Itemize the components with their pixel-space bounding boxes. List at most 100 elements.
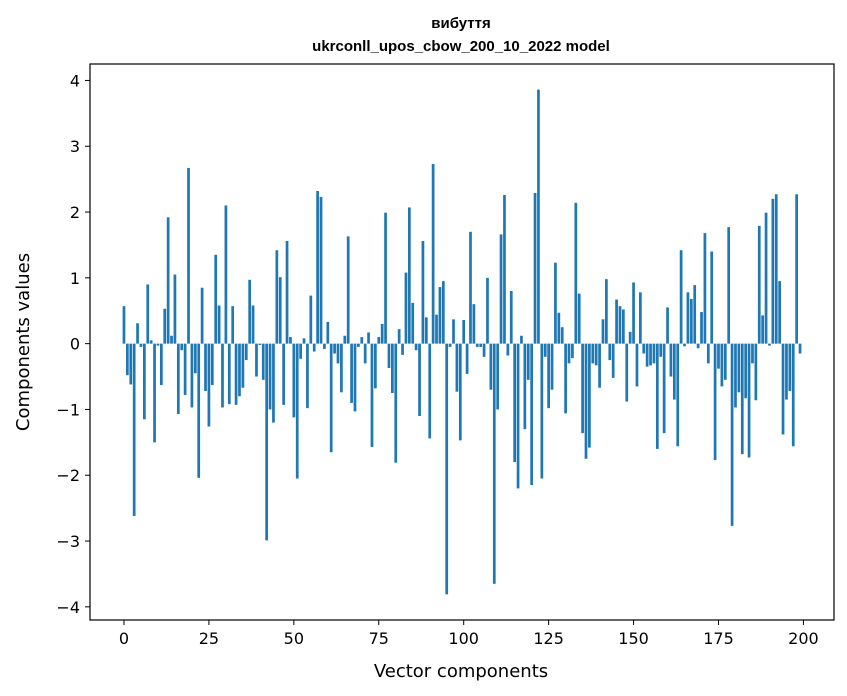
bar-61 xyxy=(329,343,333,453)
bar-192 xyxy=(774,194,778,344)
y-tick-label: 0 xyxy=(70,335,80,354)
bar-113 xyxy=(506,343,510,356)
bar-116 xyxy=(516,343,520,489)
bar-83 xyxy=(404,272,408,344)
bar-18 xyxy=(183,343,187,395)
bar-128 xyxy=(557,312,561,344)
bar-47 xyxy=(282,343,285,405)
bar-69 xyxy=(357,343,360,347)
bar-105 xyxy=(479,343,483,347)
bar-178 xyxy=(727,227,731,344)
bar-132 xyxy=(571,343,574,359)
bar-184 xyxy=(747,343,751,458)
bar-15 xyxy=(173,274,177,344)
bar-180 xyxy=(734,343,737,408)
bar-23 xyxy=(200,287,204,344)
bar-187 xyxy=(757,225,761,344)
bar-90 xyxy=(428,343,432,439)
bar-17 xyxy=(180,343,184,351)
bar-161 xyxy=(669,343,673,377)
bar-62 xyxy=(333,343,336,354)
bar-140 xyxy=(598,343,601,388)
bar-126 xyxy=(550,343,554,390)
bar-177 xyxy=(723,343,727,380)
bar-144 xyxy=(611,343,615,378)
bar-81 xyxy=(397,329,401,344)
y-tick-label: 3 xyxy=(70,137,80,156)
bar-4 xyxy=(136,323,139,344)
x-axis-label: Vector components xyxy=(374,661,548,682)
bar-96 xyxy=(448,343,452,347)
bar-186 xyxy=(754,343,758,401)
bar-115 xyxy=(513,343,517,463)
y-tick-label: 1 xyxy=(70,269,80,288)
bar-37 xyxy=(248,279,252,344)
bar-150 xyxy=(632,282,635,344)
bar-25 xyxy=(207,343,211,427)
bar-159 xyxy=(662,343,666,434)
bar-82 xyxy=(401,343,404,355)
bar-74 xyxy=(374,343,377,389)
bar-134 xyxy=(577,293,581,344)
bar-33 xyxy=(234,343,238,405)
x-tick-label: 150 xyxy=(618,629,649,648)
bar-22 xyxy=(197,343,201,478)
bar-141 xyxy=(601,319,605,344)
bar-188 xyxy=(761,315,765,344)
bar-146 xyxy=(618,306,622,344)
bar-41 xyxy=(261,343,265,380)
bar-5 xyxy=(139,343,143,347)
bar-52 xyxy=(299,343,302,359)
bar-101 xyxy=(465,343,469,374)
bar-102 xyxy=(469,231,472,344)
bar-7 xyxy=(146,284,150,344)
bar-130 xyxy=(564,343,567,414)
bar-88 xyxy=(421,241,425,344)
bar-2 xyxy=(129,343,133,385)
x-tick-label: 0 xyxy=(119,629,129,648)
bar-194 xyxy=(781,343,785,435)
bar-107 xyxy=(486,277,489,344)
bar-60 xyxy=(326,321,330,344)
x-axis-ticks: 0 25 50 75 100 125 150 175 200 xyxy=(119,620,819,648)
bar-13 xyxy=(166,217,170,344)
bar-156 xyxy=(652,343,656,364)
bar-120 xyxy=(530,343,533,486)
bar-103 xyxy=(472,304,476,344)
bar-80 xyxy=(394,343,398,463)
x-tick-label: 175 xyxy=(703,629,734,648)
bar-100 xyxy=(462,319,466,344)
y-tick-label: −1 xyxy=(56,400,80,419)
bar-122 xyxy=(537,89,540,344)
bar-163 xyxy=(676,343,680,447)
bar-87 xyxy=(418,343,421,417)
bar-165 xyxy=(683,343,686,347)
bar-179 xyxy=(730,343,734,526)
bar-176 xyxy=(720,343,724,387)
bar-58 xyxy=(319,196,323,344)
bar-75 xyxy=(377,337,381,344)
bar-153 xyxy=(642,343,646,354)
y-tick-label: −3 xyxy=(56,532,80,551)
bar-199 xyxy=(798,343,802,354)
bar-11 xyxy=(159,343,163,386)
bar-158 xyxy=(659,343,663,357)
x-tick-label: 200 xyxy=(788,629,819,648)
bar-111 xyxy=(499,234,503,344)
bar-49 xyxy=(289,337,292,344)
bar-135 xyxy=(581,343,584,434)
bar-20 xyxy=(190,343,194,408)
bar-26 xyxy=(210,343,214,386)
bar-93 xyxy=(438,287,442,344)
bar-173 xyxy=(710,251,714,344)
bar-148 xyxy=(625,343,629,402)
x-tick-label: 50 xyxy=(284,629,304,648)
bar-53 xyxy=(302,338,306,344)
bar-117 xyxy=(520,335,523,344)
bar-167 xyxy=(689,298,693,344)
bar-124 xyxy=(543,343,547,357)
bar-55 xyxy=(309,295,313,344)
bar-94 xyxy=(441,281,445,344)
bar-97 xyxy=(452,319,455,344)
